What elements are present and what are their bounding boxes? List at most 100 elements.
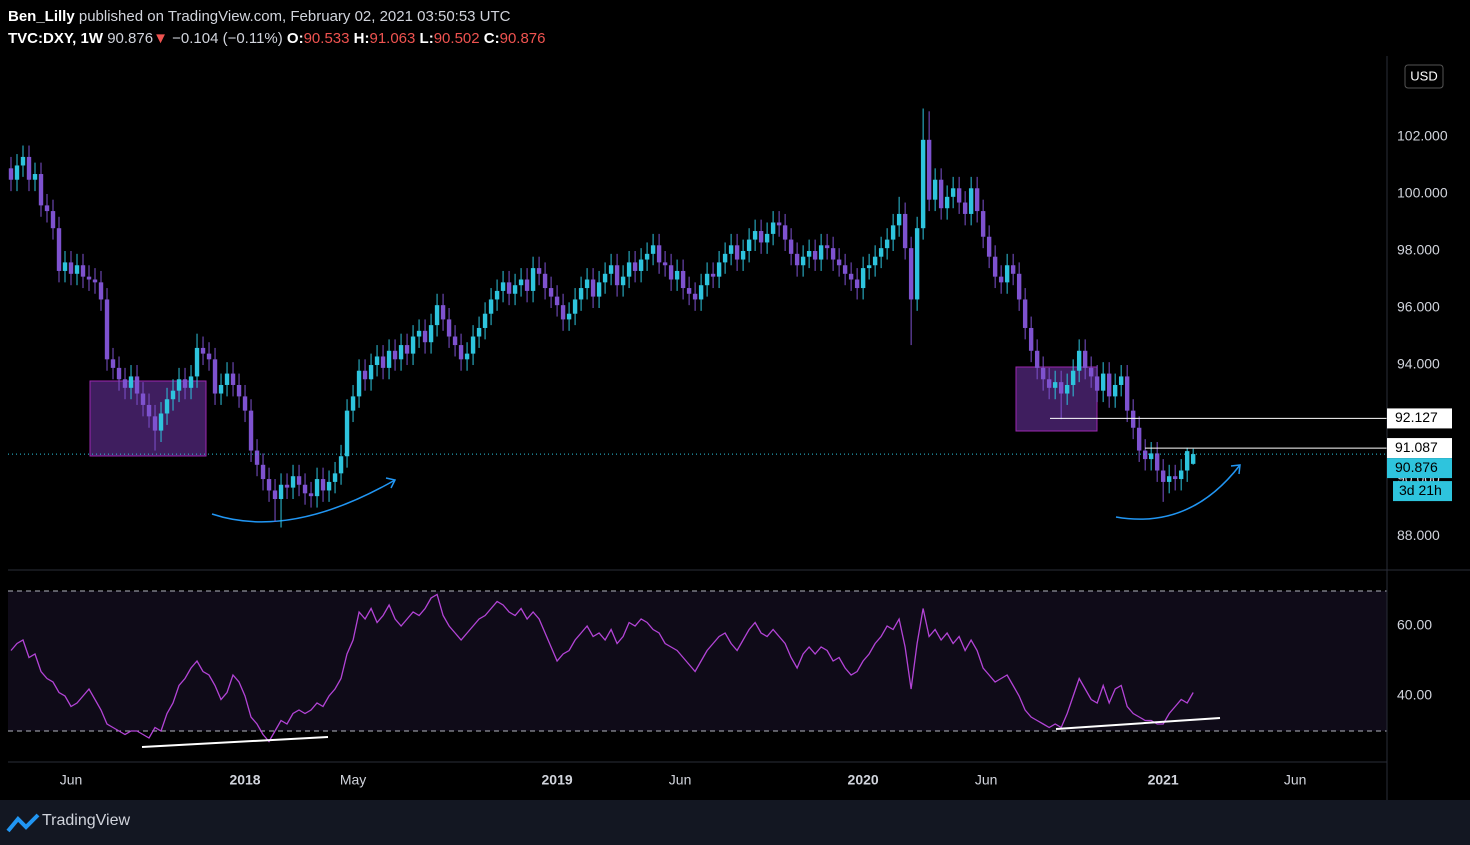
candle-body <box>1046 379 1052 388</box>
candle-body <box>980 211 986 237</box>
candle-body <box>428 325 434 343</box>
candle-body <box>644 253 650 260</box>
change-pct: (−0.11%) <box>222 30 283 47</box>
candle-body <box>932 179 938 200</box>
candle-body <box>722 253 728 263</box>
candle-body <box>1034 350 1040 368</box>
candle-body <box>230 373 236 385</box>
candle-body <box>1148 453 1154 460</box>
candle-body <box>410 336 416 354</box>
price-label: 90.876 <box>1395 459 1438 475</box>
rsi-band <box>8 590 1387 731</box>
candle-body <box>536 268 542 274</box>
candle-body <box>1076 350 1082 371</box>
candle-body <box>734 245 740 260</box>
candle-body <box>248 410 254 451</box>
level-label: 92.127 <box>1395 409 1438 425</box>
candle-body <box>302 484 308 494</box>
candle-body <box>668 265 674 280</box>
high: 91.063 <box>369 30 416 47</box>
candle-body <box>614 265 620 286</box>
candle-body <box>254 450 260 465</box>
x-tick-label: Jun <box>669 772 692 788</box>
l-label: L: <box>419 30 434 47</box>
candle-body <box>800 256 806 266</box>
candle-body <box>110 359 116 368</box>
candle-body <box>362 370 368 380</box>
candle-body <box>20 156 26 166</box>
candle-body <box>272 490 278 500</box>
ohlc-line: TVC:DXY, 1W 90.876▼ −0.104 (−0.11%) O:90… <box>8 28 546 50</box>
candle-body <box>656 245 662 263</box>
candle-body <box>98 282 104 300</box>
candle-body <box>278 484 284 500</box>
candle-body <box>26 156 32 180</box>
candle-body <box>158 413 164 431</box>
candle-body <box>830 248 836 260</box>
open: 90.533 <box>303 30 350 47</box>
candle-body <box>638 259 644 271</box>
candle-body <box>998 276 1004 283</box>
currency: USD <box>1410 68 1437 83</box>
candle-body <box>662 262 668 266</box>
candle-body <box>836 259 842 266</box>
candle-body <box>890 225 896 240</box>
chart: USD 88.00090.00092.00094.00096.00098.000… <box>8 56 1470 800</box>
candle-body <box>590 279 596 297</box>
candle-body <box>56 228 62 271</box>
candle-body <box>242 396 248 411</box>
candle-body <box>266 479 272 491</box>
candle-body <box>494 290 500 300</box>
candle-body <box>152 416 158 431</box>
candle-body <box>818 245 824 260</box>
x-tick-label: Jun <box>1284 772 1307 788</box>
candle-body <box>1052 382 1058 388</box>
candle-body <box>554 296 560 306</box>
level-label-box <box>1387 438 1452 459</box>
candle-body <box>392 350 398 360</box>
header: Ben_Lilly published on TradingView.com, … <box>8 6 546 50</box>
candle-body <box>938 179 944 209</box>
candle-body <box>458 345 464 360</box>
candle-body <box>356 370 362 397</box>
candle-body <box>560 305 566 320</box>
candle-body <box>236 384 242 397</box>
candle-body <box>1070 370 1076 385</box>
candle-body <box>740 250 746 260</box>
y-tick-label: 60.00 <box>1397 617 1432 633</box>
candle-body <box>920 139 926 229</box>
candle-body <box>452 336 458 346</box>
candle-body <box>176 379 182 391</box>
candle-body <box>728 245 734 254</box>
x-tick-label: 2019 <box>542 772 573 788</box>
candle-body <box>104 299 110 360</box>
candle-body <box>512 285 518 294</box>
x-tick-label: Jun <box>60 772 83 788</box>
currency-box[interactable] <box>1404 64 1444 89</box>
candle-body <box>260 464 266 480</box>
logo-mark <box>6 813 40 833</box>
candle-body <box>674 270 680 280</box>
candle-body <box>398 345 404 360</box>
candle-body <box>1142 450 1148 460</box>
low: 90.502 <box>433 30 480 47</box>
rsi-line <box>10 593 1194 743</box>
candle-body <box>404 345 410 354</box>
candle-body <box>224 373 230 385</box>
countdown-box <box>1393 481 1452 502</box>
candle-body <box>956 188 962 203</box>
candle-body <box>386 350 392 368</box>
candle-body <box>524 279 530 291</box>
candle-body <box>344 410 350 457</box>
candle-body <box>752 231 758 240</box>
level-label: 91.087 <box>1395 439 1438 455</box>
symbol: TVC:DXY, 1W <box>8 30 104 47</box>
candle-body <box>338 456 344 474</box>
candle-body <box>770 222 776 234</box>
candle-body <box>944 196 950 209</box>
candle-body <box>1010 265 1016 274</box>
candle-body <box>350 396 356 411</box>
candle-body <box>626 262 632 277</box>
candle-body <box>584 279 590 289</box>
candle-body <box>686 288 692 294</box>
